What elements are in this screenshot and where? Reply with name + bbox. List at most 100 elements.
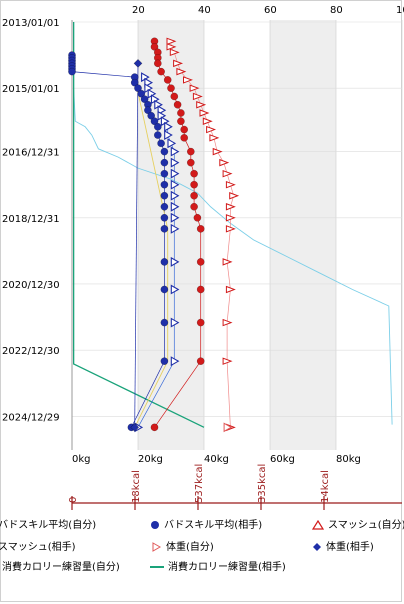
data-point [154,123,162,131]
data-point [163,76,172,84]
legend-label: 消費カロリー練習量(自分) [2,562,120,573]
data-point [177,117,185,125]
data-point [225,225,236,233]
data-point [154,59,162,68]
data-point [164,130,173,141]
legend-item: バドスキル平均(相手) [150,516,262,531]
y-tick-label: 2020/12/30 [2,280,60,291]
data-point [196,225,205,233]
data-point [229,192,240,200]
y-tick-label: 2024/12/29 [2,412,60,423]
data-point [173,101,182,109]
data-point [170,317,180,328]
data-point [140,95,149,103]
legend-item: スマッシュ(相手) [0,538,76,553]
data-point [157,139,165,148]
data-point [187,147,195,156]
data-point [173,59,184,68]
data-point [160,180,169,189]
data-point [160,225,169,233]
data-point [170,168,180,179]
data-point [225,214,236,222]
data-point [166,37,177,46]
data-point [160,214,169,222]
data-point [170,223,180,234]
data-point [137,89,145,98]
data-point [160,285,169,294]
data-point [222,318,233,327]
data-point [206,125,217,134]
data-point [222,169,233,178]
calorie-line [73,22,393,425]
calorie-tick-label: 18kcal [131,470,142,503]
data-point [164,121,173,132]
y-tick-label: 2018/12/31 [2,214,60,225]
legend: バドスキル平均(自分) バドスキル平均(相手) スマッシュ(自分) スマッシュ(… [0,516,404,576]
data-point [170,356,180,367]
data-point [160,318,169,327]
data-point [170,201,180,212]
data-point [170,179,180,190]
x-weight-tick-label: 60kg [270,454,295,465]
data-point [150,43,159,51]
data-point [170,157,180,168]
data-point [167,84,175,92]
data-point [225,180,236,189]
data-point [180,134,188,142]
data-point [199,109,210,117]
series-line [134,77,169,428]
data-point [222,258,233,266]
data-point [189,84,200,92]
data-point [160,169,169,178]
data-point [170,92,178,101]
data-point [166,43,177,51]
series-line [134,63,139,428]
data-point [160,258,169,266]
triangle-icon [312,520,324,530]
x-top-tick-label: 20 [132,5,145,16]
legend-item: 消費カロリー練習量(相手) [150,558,286,573]
legend-item: スマッシュ(自分) [312,516,404,531]
legend-label: スマッシュ(自分) [328,520,404,531]
data-point [196,101,207,109]
data-point [150,117,159,125]
y-tick-label: 2016/12/31 [2,148,60,159]
data-point [130,78,139,87]
data-point [196,318,205,327]
data-point [196,258,205,266]
data-point [196,357,205,365]
line-icon [150,566,164,568]
data-point [157,67,165,76]
data-point [190,192,198,200]
data-point [209,134,220,142]
data-point [225,285,236,294]
legend-label: スマッシュ(相手) [0,542,76,553]
data-point [170,146,180,157]
data-point [134,84,142,92]
data-point [68,67,76,76]
y-tick-label: 2015/01/01 [2,84,60,95]
data-point [190,169,198,178]
calorie-line [73,22,205,428]
data-point [169,48,180,57]
data-point [223,422,233,433]
legend-label: 体重(自分) [166,542,214,553]
data-point [130,423,139,432]
data-point [187,158,195,167]
data-point [176,67,187,76]
x-top-tick-label: 10 [396,5,404,16]
data-point [160,158,169,167]
data-point [212,147,223,156]
data-point [167,138,177,149]
legend-item: 消費カロリー練習量(自分) [2,558,120,573]
data-point [192,92,203,101]
data-point [190,180,198,189]
data-point [219,158,230,167]
data-point [133,59,143,68]
legend-label: 体重(相手) [326,542,374,553]
x-top-tick-label: 60 [264,5,277,16]
legend-item: 体重(自分) [150,538,214,553]
data-point [170,284,180,295]
circle-icon [151,521,159,529]
calorie-tick-label: 0 [68,497,79,503]
